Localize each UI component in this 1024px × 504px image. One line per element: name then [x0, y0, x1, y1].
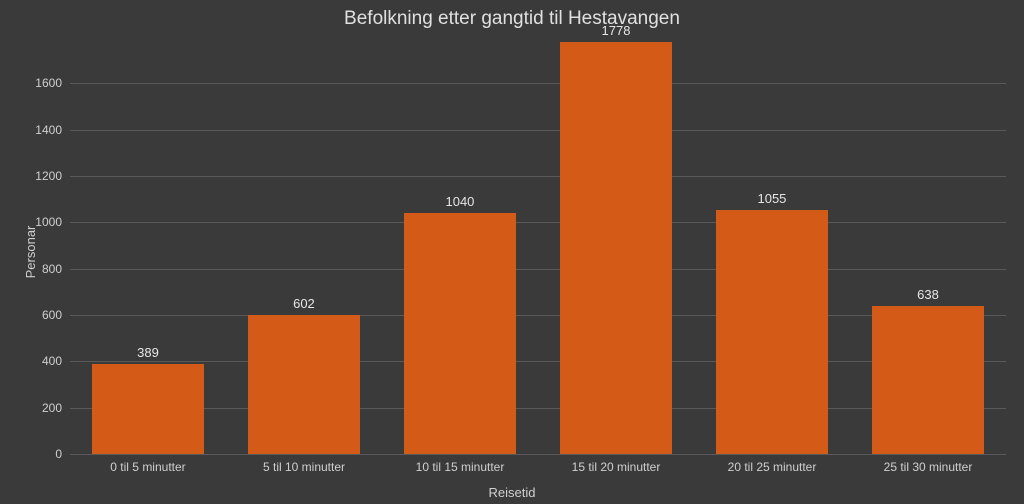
y-tick: 1000	[35, 215, 62, 229]
x-tick-labels: 0 til 5 minutter5 til 10 minutter10 til …	[70, 42, 1006, 454]
y-tick: 1200	[35, 169, 62, 183]
y-tick: 200	[42, 401, 62, 415]
y-tick: 400	[42, 354, 62, 368]
x-tick: 25 til 30 minutter	[884, 460, 973, 474]
x-tick: 5 til 10 minutter	[263, 460, 345, 474]
x-tick: 15 til 20 minutter	[572, 460, 661, 474]
plot-area: 02004006008001000120014001600 3896021040…	[70, 42, 1006, 454]
y-tick: 1600	[35, 76, 62, 90]
y-tick: 600	[42, 308, 62, 322]
y-tick: 0	[55, 447, 62, 461]
y-tick: 1400	[35, 123, 62, 137]
x-tick: 20 til 25 minutter	[728, 460, 817, 474]
y-tick: 800	[42, 262, 62, 276]
gridline	[70, 454, 1006, 455]
x-tick: 0 til 5 minutter	[110, 460, 185, 474]
chart-title: Befolkning etter gangtid til Hestavangen	[0, 8, 1024, 30]
y-axis-label: Personar	[23, 226, 38, 279]
x-axis-label: Reisetid	[0, 485, 1024, 500]
x-tick: 10 til 15 minutter	[416, 460, 505, 474]
bar-value-label: 1778	[602, 23, 631, 38]
